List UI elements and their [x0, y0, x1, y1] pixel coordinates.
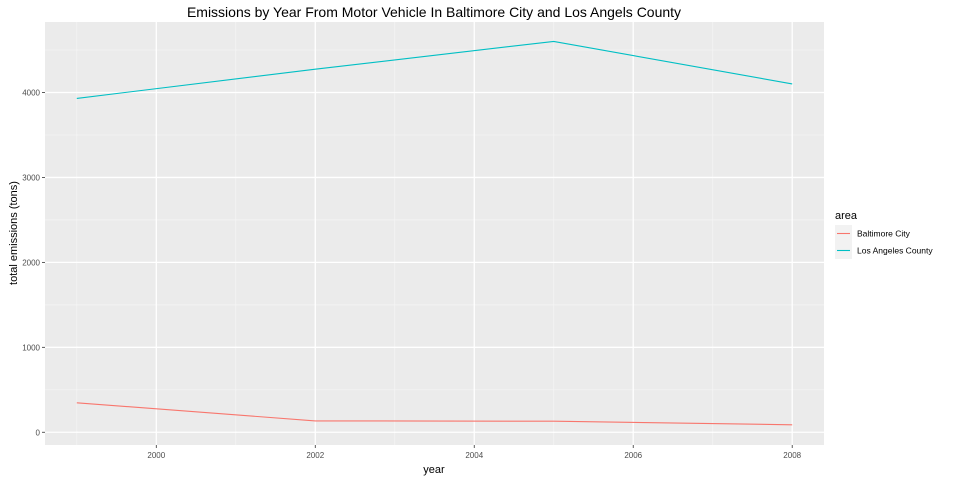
- series-lines: [76, 40, 793, 426]
- y-tick-label: 0: [36, 428, 41, 437]
- legend-items: Baltimore City Los Angeles County: [835, 225, 933, 259]
- series-line-baltimore-city: [76, 402, 793, 426]
- legend: area Baltimore City Los Angeles County: [835, 210, 933, 259]
- x-tick-label: 2004: [465, 451, 483, 460]
- x-tick-label: 2000: [147, 451, 165, 460]
- legend-label-baltimore-city: Baltimore City: [857, 229, 911, 239]
- series-line-los-angeles-county: [76, 40, 793, 99]
- y-tick-label: 2000: [22, 258, 40, 267]
- x-axis-title: year: [423, 464, 445, 476]
- y-tick-label: 1000: [22, 343, 40, 352]
- y-axis-title: total emissions (tons): [8, 181, 20, 285]
- x-tick-label: 2002: [306, 451, 324, 460]
- x-tick-label: 2006: [624, 451, 642, 460]
- legend-title: area: [835, 210, 858, 222]
- y-tick-label: 3000: [22, 173, 40, 182]
- y-tick-label: 4000: [22, 89, 40, 98]
- axis-ticks: 2000 2002 2004 2006 2008 0 1000 2000 3000 4000: [22, 89, 801, 461]
- x-tick-label: 2008: [783, 451, 801, 460]
- plot-background: [45, 22, 824, 445]
- major-gridlines: [45, 22, 824, 445]
- chart-title: Emissions by Year From Motor Vehicle In …: [187, 4, 681, 20]
- legend-label-los-angeles-county: Los Angeles County: [857, 246, 933, 256]
